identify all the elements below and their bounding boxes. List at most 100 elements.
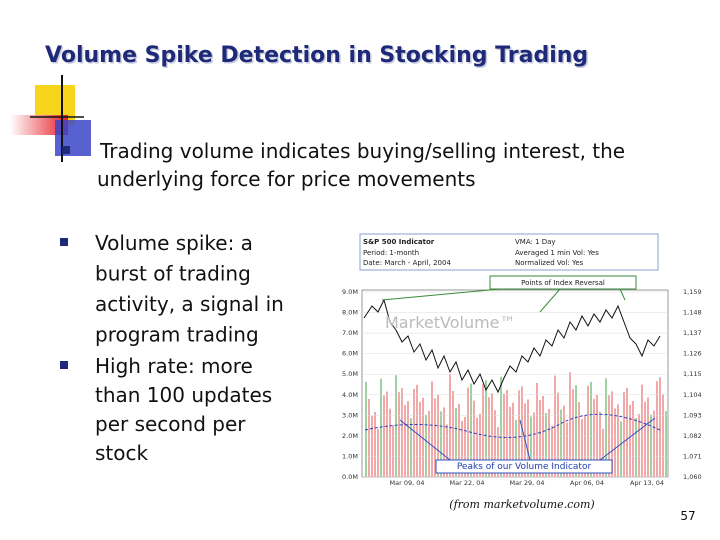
bullet-text: burst of trading — [95, 262, 251, 286]
volume-bar — [500, 376, 502, 477]
volume-bar — [497, 427, 499, 477]
callout-arrow — [381, 288, 626, 313]
volume-bar — [371, 416, 373, 477]
right-axis-label: 1,148 — [683, 309, 702, 317]
volume-bar — [479, 413, 481, 477]
info-box — [359, 233, 659, 271]
volume-bar — [386, 391, 388, 477]
volume-bar — [488, 397, 490, 477]
caption: (from marketvolume.com) — [449, 498, 594, 511]
volume-bar — [494, 410, 496, 477]
volume-bar — [563, 405, 565, 477]
volume-bar — [521, 386, 523, 477]
info-text: Period: 1-month — [363, 249, 419, 257]
x-axis-label: Apr 13, 04 — [630, 479, 664, 487]
volume-bar — [566, 422, 568, 477]
volume-bar — [647, 397, 649, 477]
volume-bar — [557, 392, 559, 477]
volume-bar — [542, 396, 544, 477]
bullet-text: underlying force for price movements — [97, 167, 476, 191]
volume-bar — [560, 409, 562, 477]
volume-bar — [512, 402, 514, 477]
volume-bar — [464, 417, 466, 477]
callout-box — [489, 275, 637, 290]
volume-bar — [548, 409, 550, 477]
right-axis-label: 1,104 — [683, 391, 702, 399]
info-text: Averaged 1 min Vol: Yes — [515, 249, 599, 257]
volume-bar — [602, 428, 604, 477]
volume-bar — [635, 418, 637, 477]
volume-bar — [620, 421, 622, 477]
volume-bar — [599, 411, 601, 477]
volume-bar — [482, 384, 484, 477]
volume-bar — [665, 411, 667, 477]
volume-bar — [455, 408, 457, 477]
bullet-marker — [60, 238, 68, 246]
bullet-text: stock — [95, 441, 148, 465]
volume-bar — [368, 399, 370, 477]
volume-bar — [458, 404, 460, 477]
right-axis-label: 1,126 — [683, 350, 702, 358]
volume-bar — [452, 391, 454, 477]
volume-bar — [629, 405, 631, 477]
left-axis-label: 7.0M — [342, 329, 358, 337]
volume-bar — [656, 381, 658, 477]
x-axis-label: Mar 09, 04 — [389, 479, 424, 487]
volume-bar — [434, 398, 436, 477]
info-text: S&P 500 Indicator — [363, 238, 435, 246]
bullets: Trading volume indicates buying/selling … — [60, 139, 625, 465]
volume-bar — [644, 401, 646, 477]
x-axis-label: Apr 06, 04 — [570, 479, 604, 487]
left-axis-label: 1.0M — [342, 452, 358, 460]
volume-bar — [398, 392, 400, 477]
volume-bar — [572, 389, 574, 477]
right-axis-label: 1,082 — [683, 432, 702, 440]
volume-bar — [662, 394, 664, 477]
volume-bar — [590, 381, 592, 477]
volume-bar — [395, 375, 397, 477]
volume-bar — [587, 385, 589, 477]
volume-bar — [659, 377, 661, 477]
volume-bar — [425, 414, 427, 477]
right-axis-label: 1,115 — [683, 370, 702, 378]
volume-bar — [419, 401, 421, 477]
bullet-text: Trading volume indicates buying/selling … — [99, 139, 625, 163]
volume-bar — [377, 429, 379, 477]
callout-text: Peaks of our Volume Indicator — [457, 462, 592, 472]
callout-box — [435, 459, 613, 474]
volume-bar — [401, 388, 403, 477]
volume-bar — [569, 372, 571, 477]
left-axis-label: 3.0M — [342, 411, 358, 419]
volume-bar — [392, 425, 394, 477]
volume-bar — [461, 421, 463, 477]
volume-bar — [527, 399, 529, 477]
volume-bar — [389, 408, 391, 477]
page-number: 57 — [680, 509, 695, 523]
volume-bar — [638, 414, 640, 477]
volume-bar — [383, 395, 385, 477]
volume-bar — [614, 408, 616, 477]
left-axis-label: 2.0M — [342, 432, 358, 440]
volume-bar — [422, 397, 424, 477]
volume-bar — [605, 378, 607, 477]
callout-arrow — [399, 417, 656, 461]
volume-bar — [623, 392, 625, 477]
left-axis-label: 8.0M — [342, 309, 358, 317]
title-shadow: Volume Spike Detection in Stocking Tradi… — [47, 45, 590, 70]
title: Volume Spike Detection in Stocking Tradi… — [45, 43, 588, 68]
deco-red — [10, 115, 68, 135]
volume-bar — [515, 419, 517, 477]
volume-bar — [533, 412, 535, 477]
volume-bar — [626, 388, 628, 477]
volume-bar — [632, 401, 634, 477]
bullet-text: Volume spike: a — [95, 231, 253, 255]
volume-bar — [536, 383, 538, 477]
left-axis-label: 5.0M — [342, 370, 358, 378]
bullet-marker — [62, 146, 70, 154]
info-text: Normalized Vol: Yes — [515, 259, 584, 267]
bullet-text: program trading — [95, 323, 259, 347]
volume-bar — [650, 414, 652, 477]
volume-bar — [470, 383, 472, 477]
volume-bar — [485, 380, 487, 477]
watermark: MarketVolume™ — [385, 313, 516, 332]
